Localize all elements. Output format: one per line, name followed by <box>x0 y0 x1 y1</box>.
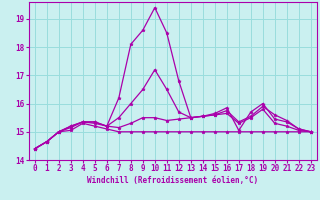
X-axis label: Windchill (Refroidissement éolien,°C): Windchill (Refroidissement éolien,°C) <box>87 176 258 185</box>
